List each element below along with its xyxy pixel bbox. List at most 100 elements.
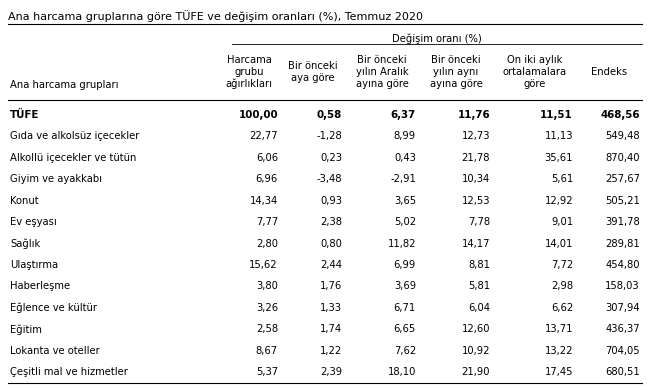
Text: 6,96: 6,96 (255, 174, 278, 184)
Text: -2,91: -2,91 (390, 174, 416, 184)
Text: 2,58: 2,58 (256, 324, 278, 334)
Text: 391,78: 391,78 (605, 217, 640, 227)
Text: 11,51: 11,51 (540, 110, 573, 120)
Text: 1,76: 1,76 (320, 282, 342, 291)
Text: 10,92: 10,92 (462, 346, 490, 356)
Text: 468,56: 468,56 (601, 110, 640, 120)
Text: 7,72: 7,72 (551, 260, 573, 270)
Text: 680,51: 680,51 (605, 367, 640, 377)
Text: Ulaştırma: Ulaştırma (10, 260, 58, 270)
Text: Alkollü içecekler ve tütün: Alkollü içecekler ve tütün (10, 152, 136, 163)
Text: 870,40: 870,40 (606, 152, 640, 163)
Text: Bir önceki
aya göre: Bir önceki aya göre (288, 61, 338, 83)
Text: 307,94: 307,94 (605, 303, 640, 313)
Text: 3,69: 3,69 (394, 282, 416, 291)
Text: 11,82: 11,82 (387, 239, 416, 248)
Text: Bir önceki
yılın Aralık
ayına göre: Bir önceki yılın Aralık ayına göre (356, 55, 408, 89)
Text: On iki aylık
ortalamalara
göre: On iki aylık ortalamalara göre (502, 55, 567, 89)
Text: 13,22: 13,22 (545, 346, 573, 356)
Text: 5,61: 5,61 (551, 174, 573, 184)
Text: 6,06: 6,06 (256, 152, 278, 163)
Text: 13,71: 13,71 (545, 324, 573, 334)
Text: Gıda ve alkolsüz içecekler: Gıda ve alkolsüz içecekler (10, 131, 139, 141)
Text: 5,81: 5,81 (468, 282, 490, 291)
Text: 5,37: 5,37 (256, 367, 278, 377)
Text: 0,58: 0,58 (317, 110, 342, 120)
Text: 505,21: 505,21 (605, 195, 640, 206)
Text: Eğlence ve kültür: Eğlence ve kültür (10, 303, 97, 313)
Text: 17,45: 17,45 (545, 367, 573, 377)
Text: 6,99: 6,99 (394, 260, 416, 270)
Text: 257,67: 257,67 (605, 174, 640, 184)
Text: 2,44: 2,44 (320, 260, 342, 270)
Text: 704,05: 704,05 (605, 346, 640, 356)
Text: 12,60: 12,60 (462, 324, 490, 334)
Text: 2,98: 2,98 (551, 282, 573, 291)
Text: 12,53: 12,53 (462, 195, 490, 206)
Text: 14,01: 14,01 (545, 239, 573, 248)
Text: 7,77: 7,77 (255, 217, 278, 227)
Text: 7,62: 7,62 (394, 346, 416, 356)
Text: 8,67: 8,67 (256, 346, 278, 356)
Text: Bir önceki
yılın aynı
ayına göre: Bir önceki yılın aynı ayına göre (430, 55, 482, 89)
Text: 0,80: 0,80 (320, 239, 342, 248)
Text: 11,13: 11,13 (545, 131, 573, 141)
Text: Değişim oranı (%): Değişim oranı (%) (392, 34, 482, 44)
Text: 3,65: 3,65 (394, 195, 416, 206)
Text: Eğitim: Eğitim (10, 324, 42, 335)
Text: Ana harcama grupları: Ana harcama grupları (10, 80, 118, 90)
Text: Çeşitli mal ve hizmetler: Çeşitli mal ve hizmetler (10, 367, 128, 377)
Text: Konut: Konut (10, 195, 38, 206)
Text: 1,22: 1,22 (320, 346, 342, 356)
Text: 22,77: 22,77 (250, 131, 278, 141)
Text: TÜFE: TÜFE (10, 110, 40, 120)
Text: 1,33: 1,33 (320, 303, 342, 313)
Text: 2,39: 2,39 (320, 367, 342, 377)
Text: 100,00: 100,00 (239, 110, 278, 120)
Text: Lokanta ve oteller: Lokanta ve oteller (10, 346, 99, 356)
Text: 5,02: 5,02 (394, 217, 416, 227)
Text: 12,73: 12,73 (462, 131, 490, 141)
Text: 21,78: 21,78 (462, 152, 490, 163)
Text: 18,10: 18,10 (387, 367, 416, 377)
Text: 8,81: 8,81 (468, 260, 490, 270)
Text: 2,80: 2,80 (256, 239, 278, 248)
Text: 35,61: 35,61 (545, 152, 573, 163)
Text: 11,76: 11,76 (458, 110, 490, 120)
Text: Ev eşyası: Ev eşyası (10, 217, 57, 227)
Text: 6,37: 6,37 (391, 110, 416, 120)
Text: 1,74: 1,74 (320, 324, 342, 334)
Text: 0,43: 0,43 (394, 152, 416, 163)
Text: 14,17: 14,17 (462, 239, 490, 248)
Text: 6,71: 6,71 (394, 303, 416, 313)
Text: 6,65: 6,65 (394, 324, 416, 334)
Text: Harcama
grubu
ağırlıkları: Harcama grubu ağırlıkları (226, 55, 272, 89)
Text: -1,28: -1,28 (317, 131, 342, 141)
Text: 2,38: 2,38 (320, 217, 342, 227)
Text: 454,80: 454,80 (606, 260, 640, 270)
Text: 0,23: 0,23 (320, 152, 342, 163)
Text: 3,26: 3,26 (256, 303, 278, 313)
Text: Haberleşme: Haberleşme (10, 282, 70, 291)
Text: Sağlık: Sağlık (10, 238, 40, 249)
Text: Endeks: Endeks (592, 67, 627, 77)
Text: 6,04: 6,04 (468, 303, 490, 313)
Text: 7,78: 7,78 (468, 217, 490, 227)
Text: 8,99: 8,99 (394, 131, 416, 141)
Text: 21,90: 21,90 (462, 367, 490, 377)
Text: 289,81: 289,81 (605, 239, 640, 248)
Text: 3,80: 3,80 (256, 282, 278, 291)
Text: 9,01: 9,01 (551, 217, 573, 227)
Text: 12,92: 12,92 (545, 195, 573, 206)
Text: 6,62: 6,62 (551, 303, 573, 313)
Text: 14,34: 14,34 (250, 195, 278, 206)
Text: 15,62: 15,62 (250, 260, 278, 270)
Text: 436,37: 436,37 (605, 324, 640, 334)
Text: 549,48: 549,48 (605, 131, 640, 141)
Text: Ana harcama gruplarına göre TÜFE ve değişim oranları (%), Temmuz 2020: Ana harcama gruplarına göre TÜFE ve deği… (8, 10, 423, 22)
Text: -3,48: -3,48 (317, 174, 342, 184)
Text: 158,03: 158,03 (605, 282, 640, 291)
Text: Giyim ve ayakkabı: Giyim ve ayakkabı (10, 174, 102, 184)
Text: 0,93: 0,93 (320, 195, 342, 206)
Text: 10,34: 10,34 (462, 174, 490, 184)
